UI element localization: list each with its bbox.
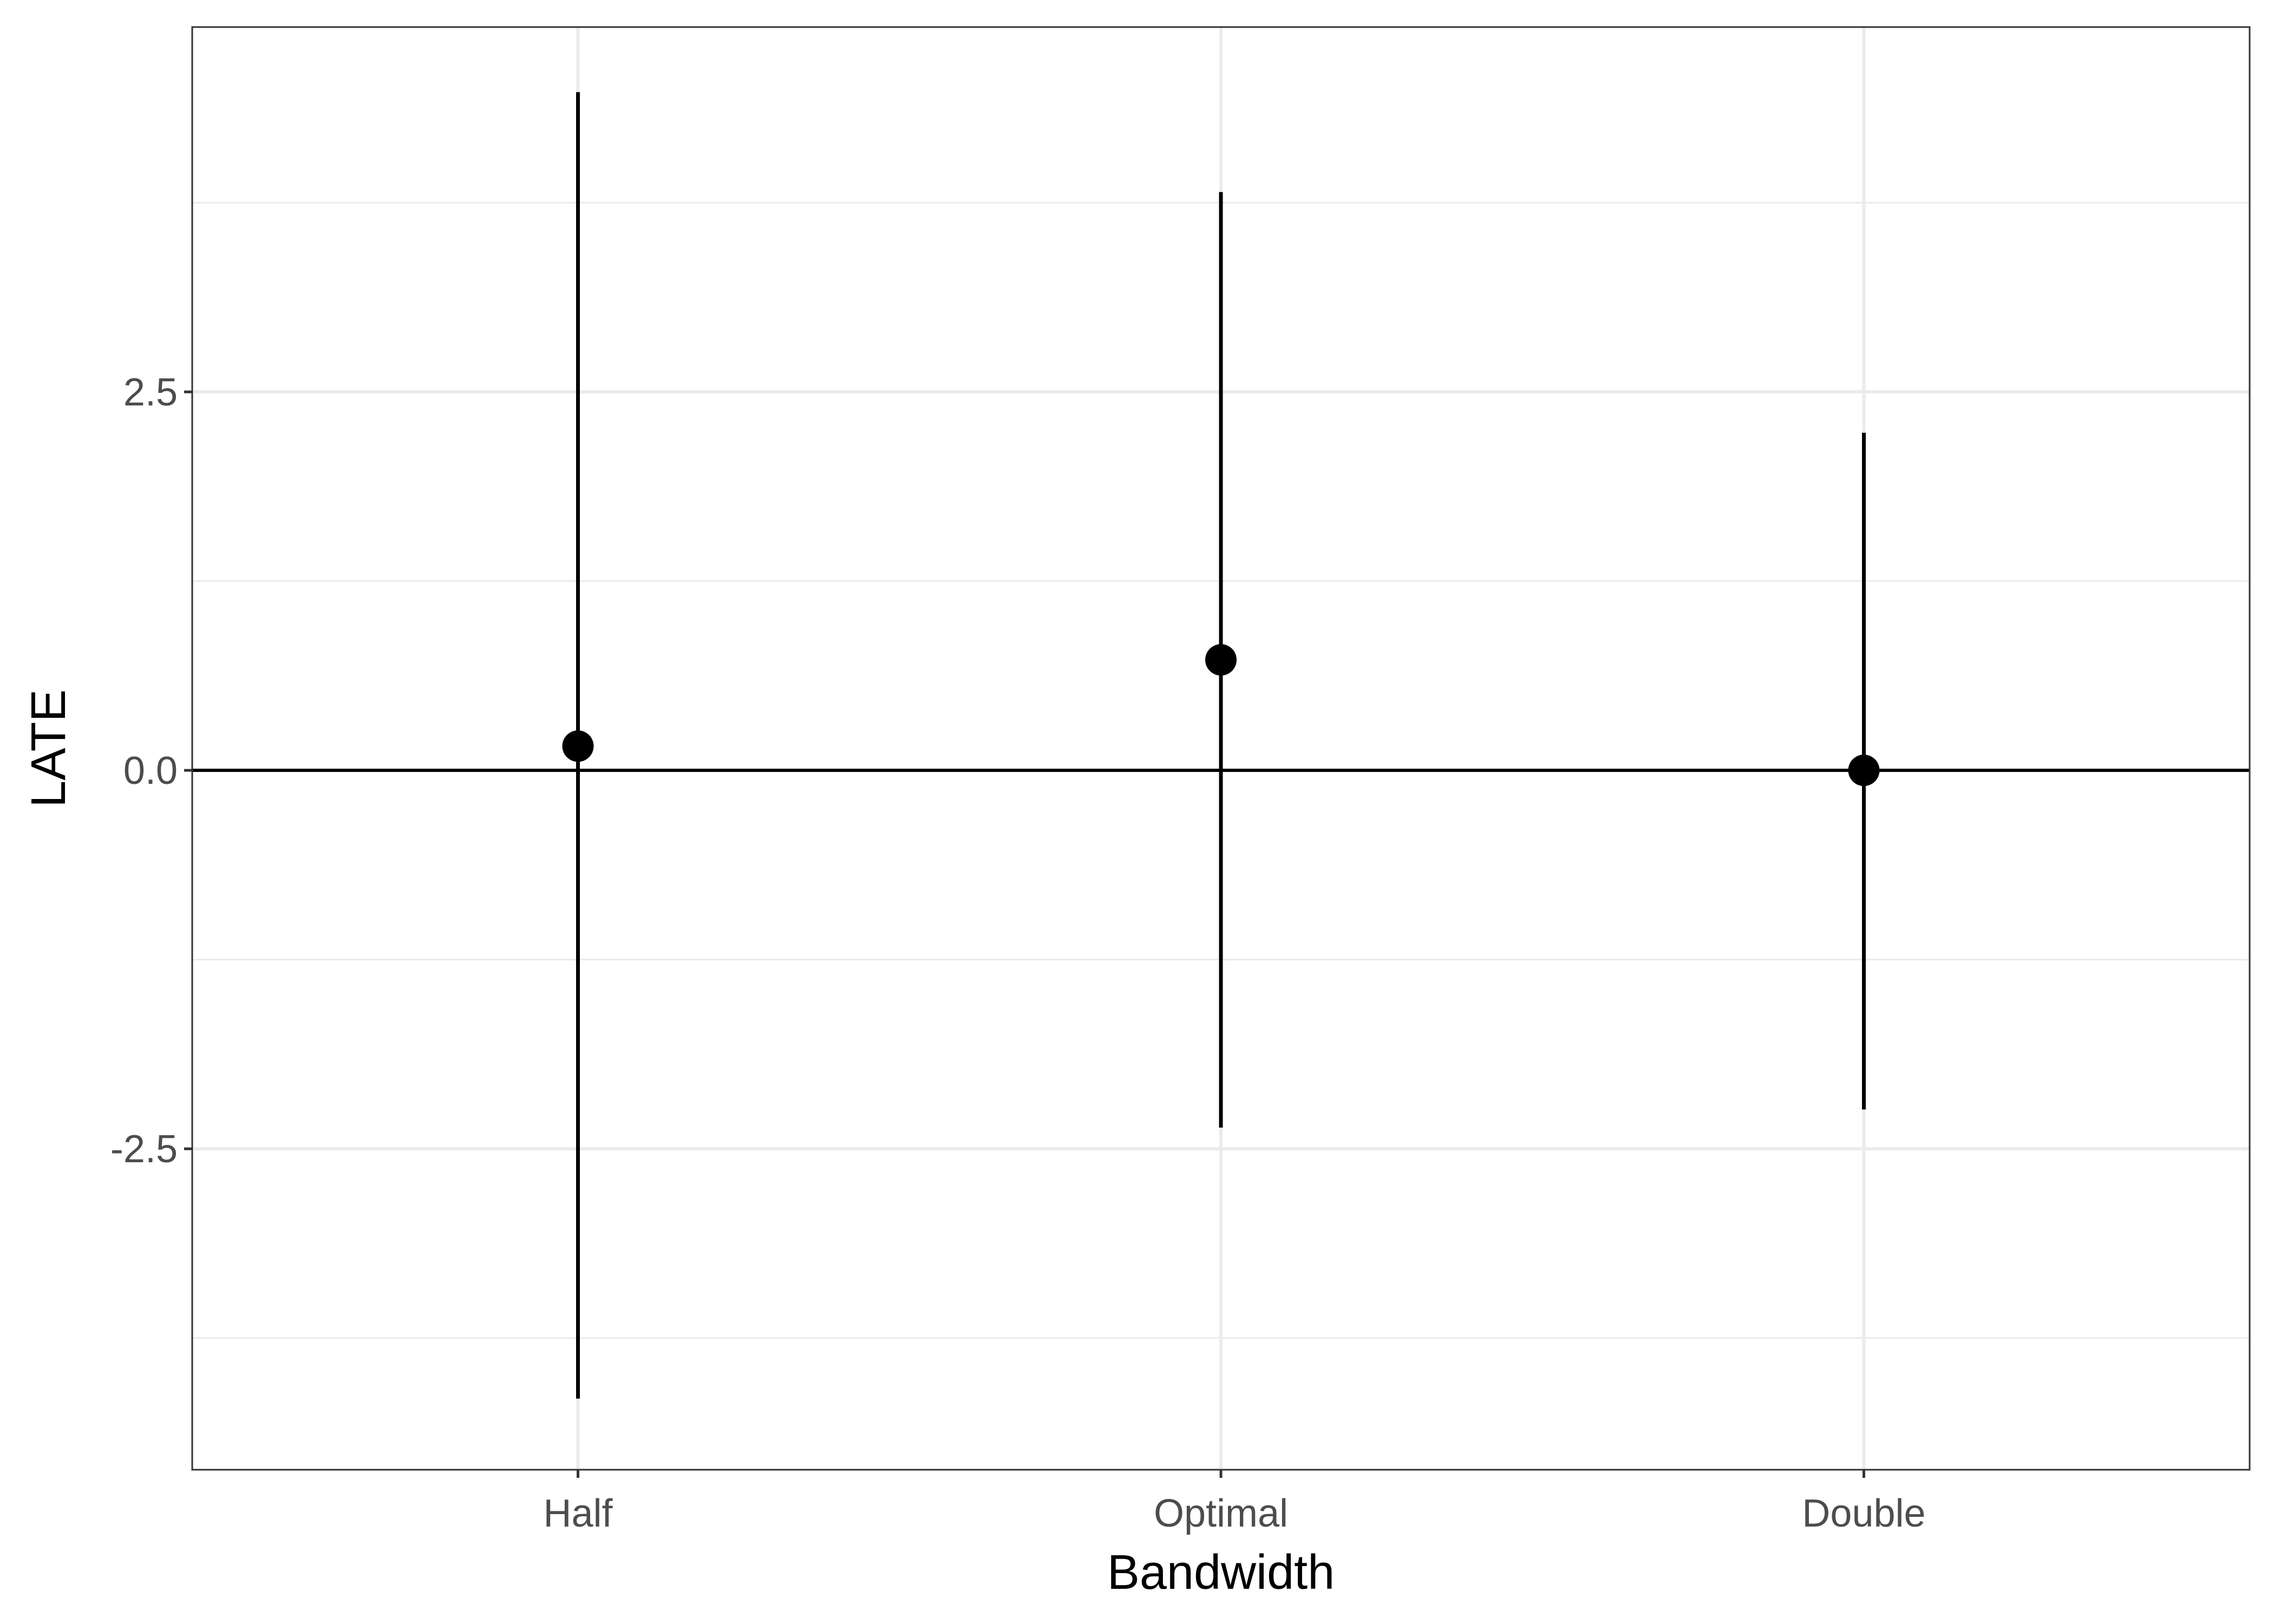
point-double xyxy=(1848,755,1880,787)
y-tick-label: 2.5 xyxy=(123,371,178,414)
x-axis-title: Bandwidth xyxy=(1107,1546,1335,1600)
x-tick-label: Half xyxy=(543,1492,613,1535)
x-tick-label: Optimal xyxy=(1154,1492,1288,1535)
y-tick-label: -2.5 xyxy=(110,1128,178,1171)
y-tick-label: 0.0 xyxy=(123,749,178,793)
data-layer xyxy=(192,92,2250,1399)
axes: -2.5 0.0 2.5 Half Optimal Double xyxy=(110,371,1926,1535)
y-axis-title: LATE xyxy=(22,689,76,807)
point-optimal xyxy=(1205,644,1237,676)
point-half xyxy=(562,730,594,762)
x-tick-label: Double xyxy=(1802,1492,1925,1535)
